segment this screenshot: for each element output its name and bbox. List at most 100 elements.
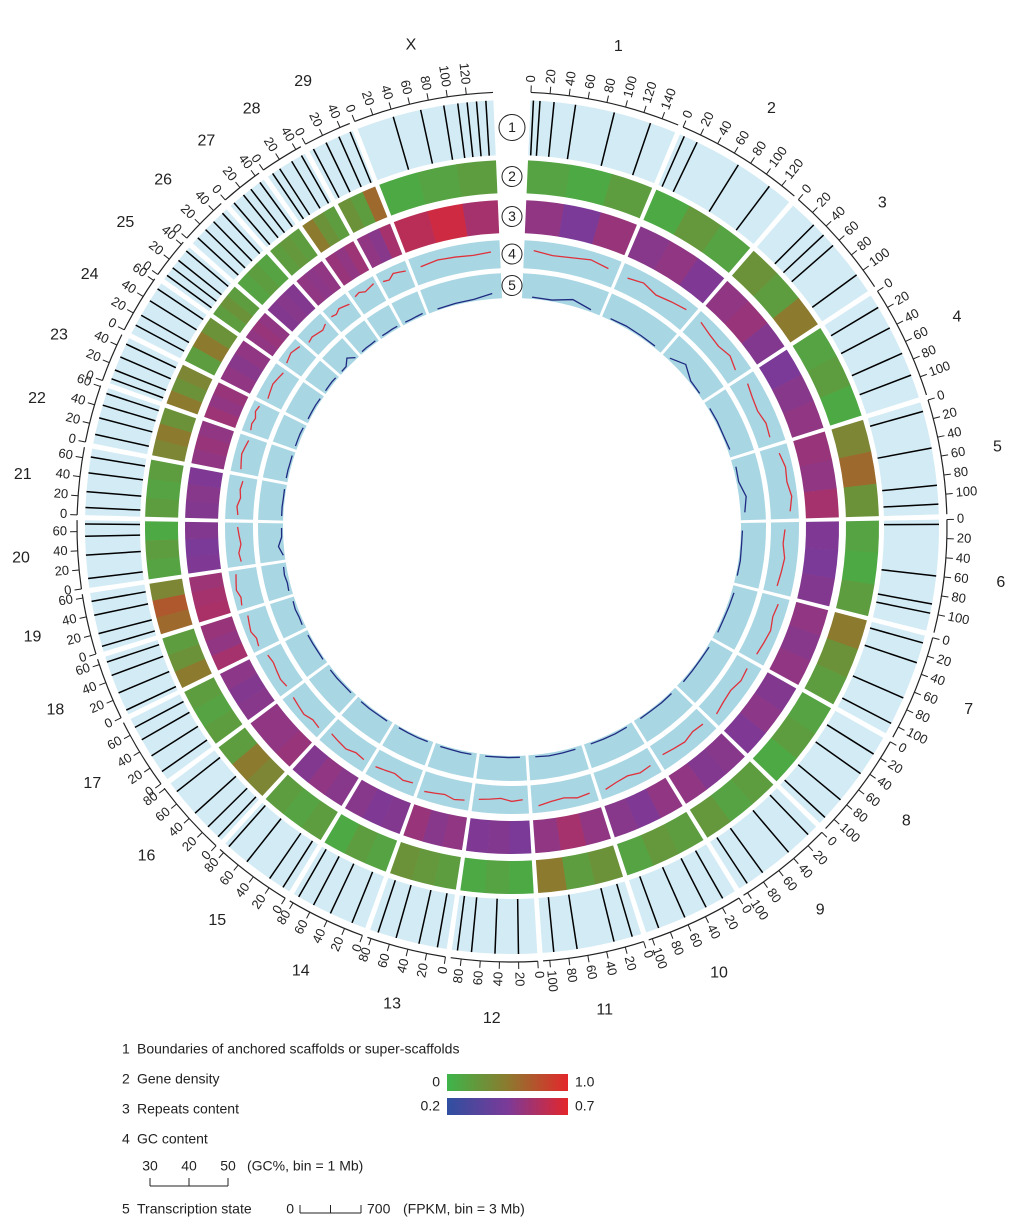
tick-mark <box>71 494 79 497</box>
gene-density-segment <box>152 593 189 618</box>
repeats-segment <box>205 629 242 657</box>
track-4-band <box>225 474 258 520</box>
track-5-band <box>344 320 379 355</box>
tick-label: 20 <box>941 404 959 422</box>
chromosome-axis <box>76 447 85 515</box>
gene-density-segment <box>484 860 510 894</box>
scaffold-boundary <box>708 164 739 212</box>
chromosome-name: 8 <box>902 813 911 830</box>
track-id: 3 <box>508 208 516 224</box>
tick-label: 60 <box>57 445 74 462</box>
scaffold-boundary <box>149 300 197 331</box>
legend-text: Repeats content <box>137 1101 239 1117</box>
chromosome-name: X <box>406 37 417 54</box>
gene-density-segment <box>561 852 596 890</box>
repeats-segment <box>185 537 220 557</box>
tick-label: 80 <box>273 907 293 927</box>
repeats-segment <box>783 400 824 438</box>
scale-note: (GC%, bin = 1 Mb) <box>247 1158 363 1174</box>
repeats-segment <box>191 448 227 470</box>
scaffold-boundary <box>535 100 541 156</box>
tick-mark <box>235 181 241 188</box>
scaffold-boundary <box>485 100 490 156</box>
tick-label: 20 <box>54 562 70 578</box>
gene-density-segment <box>152 438 188 462</box>
gene-density-segment <box>787 691 832 735</box>
gene-density-segment <box>845 520 879 554</box>
repeats-segment <box>307 756 344 795</box>
repeats-segment <box>465 818 491 854</box>
tick-label: 80 <box>355 945 374 964</box>
track-5-band <box>476 753 528 781</box>
gc-line <box>331 303 350 318</box>
track-1-band <box>90 584 157 652</box>
gene-density-segment <box>807 355 851 399</box>
track-4-band <box>408 240 501 286</box>
tick-mark <box>341 928 346 936</box>
gc-line <box>662 723 704 756</box>
gene-density-segment <box>362 186 388 222</box>
gene-density-segment <box>843 483 879 518</box>
fpkm-line <box>736 530 744 576</box>
chromosome-name: 26 <box>154 171 172 188</box>
tick-mark <box>194 218 201 225</box>
tick-label: 60 <box>291 917 311 937</box>
tick-mark <box>93 383 101 387</box>
chromosome-name: 12 <box>483 1010 501 1027</box>
tick-mark <box>887 303 894 308</box>
tick-mark <box>669 931 674 939</box>
scaffold-boundary <box>864 644 918 664</box>
legend-id: 4 <box>122 1131 130 1147</box>
tick-mark <box>72 569 80 572</box>
track-5-band <box>633 687 693 743</box>
scaffold-boundary <box>197 237 239 276</box>
scaffold-boundary <box>86 490 142 497</box>
tick-label: 80 <box>601 77 619 94</box>
tick-label: 100 <box>544 970 561 993</box>
track-1-band <box>267 153 332 222</box>
scale-label: 0.2 <box>421 1098 441 1114</box>
chromosome-name: 22 <box>28 390 46 407</box>
track-4-band <box>416 771 473 811</box>
tick-label: 40 <box>236 151 257 172</box>
gc-line <box>240 440 250 470</box>
repeats-segment <box>275 291 308 324</box>
repeats-segment <box>803 488 839 519</box>
gene-density-segment <box>411 848 441 886</box>
tick-label: 0 <box>739 902 756 916</box>
track-marker <box>501 206 523 227</box>
legend-id: 5 <box>122 1201 130 1217</box>
tick-label: 20 <box>885 756 905 776</box>
gene-density-segment <box>752 737 797 782</box>
scaffold-boundary <box>436 893 448 948</box>
gc-line <box>292 697 320 729</box>
tick-label: 40 <box>827 203 848 224</box>
fpkm-line <box>294 427 304 447</box>
repeats-segment <box>427 203 468 243</box>
gene-density-segment <box>279 235 310 269</box>
gc-line <box>236 480 244 516</box>
fpkm-line <box>282 566 290 592</box>
tick-label: 0 <box>84 367 96 384</box>
chromosome-axis <box>743 831 823 896</box>
track-5-band <box>391 291 427 326</box>
gene-density-segment <box>148 459 184 483</box>
tick-label: 20 <box>622 954 640 972</box>
repeats-segment <box>211 642 248 671</box>
tick-label: 20 <box>892 288 912 308</box>
repeats-segment <box>604 798 639 838</box>
repeats-segment <box>558 204 602 245</box>
track-1-band <box>85 520 144 588</box>
chromosome-axis <box>682 126 795 197</box>
scaffold-boundary <box>88 472 144 481</box>
tick-mark <box>838 235 845 241</box>
tick-mark <box>920 373 927 378</box>
scaffold-boundary <box>259 181 293 228</box>
tick-label: 60 <box>152 804 173 825</box>
gene-density-segment <box>602 173 653 219</box>
scaffold-boundary <box>466 102 474 158</box>
tick-mark <box>319 128 324 136</box>
tick-label: 0 <box>60 506 68 521</box>
gene-density-segment <box>162 628 200 656</box>
repeats-segment <box>185 500 219 519</box>
